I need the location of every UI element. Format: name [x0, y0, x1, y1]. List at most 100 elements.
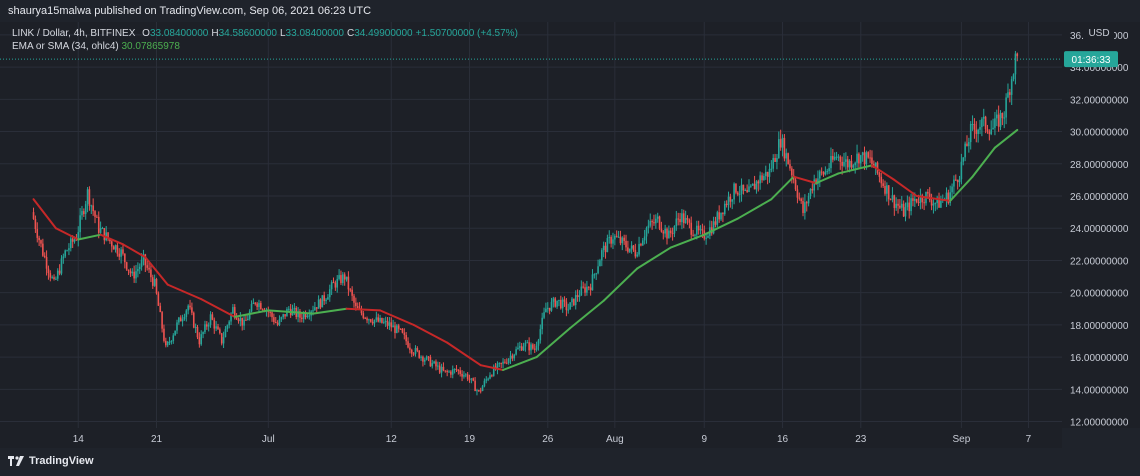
candle-body [330, 282, 333, 290]
candle-body [504, 361, 506, 363]
candle-body [791, 168, 793, 176]
candle-body [474, 380, 476, 392]
candle-body [435, 361, 437, 367]
candle-body [379, 318, 381, 322]
price-tick-label: 34.00000000 [1070, 63, 1129, 74]
candle-body [274, 322, 277, 324]
candle-body [491, 375, 493, 377]
chart-area[interactable] [0, 22, 1062, 428]
candle-body [140, 259, 143, 267]
candle-body [278, 319, 281, 325]
candle-body [342, 274, 344, 284]
ema-segment [99, 233, 124, 246]
candle-body [226, 325, 229, 330]
ema-segment [345, 307, 382, 312]
candle-body [70, 238, 72, 249]
candle-body [461, 373, 463, 377]
candle-body [625, 240, 627, 248]
time-tick-label: 7 [1026, 434, 1032, 445]
candle-body [995, 114, 998, 119]
candle-body [150, 269, 152, 278]
candle-body [405, 334, 407, 342]
candle-body [124, 253, 126, 263]
candle-body [168, 341, 171, 343]
candle-body [951, 186, 953, 193]
candle-body [401, 328, 404, 333]
candle-body [107, 232, 109, 240]
candle-body [917, 202, 920, 204]
candle-body [874, 162, 877, 168]
candle-body [887, 185, 890, 200]
candle-body [658, 216, 661, 229]
candle-body [375, 317, 378, 320]
candle-body [159, 305, 162, 313]
candle-body [179, 317, 182, 322]
candle-body [722, 212, 724, 215]
time-tick-label: Jul [262, 434, 275, 445]
candle-body [815, 179, 817, 185]
ema-segment [77, 233, 102, 241]
candle-body [934, 203, 937, 205]
candle-body [627, 247, 629, 252]
candle-body [690, 222, 693, 235]
candle-body [705, 237, 707, 239]
candle-body [751, 183, 754, 186]
candle-body [811, 188, 814, 191]
ema-segment [870, 164, 896, 181]
candle-body [738, 193, 741, 195]
legend-symbol: LINK / Dollar, 4h, BITFINEX [12, 28, 136, 39]
candle-body [684, 217, 687, 224]
tradingview-brand[interactable]: TradingView [8, 455, 94, 467]
candle-body [463, 375, 465, 377]
price-tick-label: 12.00000000 [1070, 418, 1129, 428]
candle-body [634, 249, 637, 257]
candle-body [651, 221, 653, 223]
candle-body [770, 168, 773, 170]
candle-body [826, 171, 829, 173]
candle-body [172, 335, 175, 342]
candle-body [429, 356, 432, 367]
candle-body [481, 386, 484, 391]
candle-body [582, 286, 584, 288]
candle-body [230, 313, 232, 322]
ema-segment [949, 175, 974, 202]
ema-segment [993, 128, 1019, 149]
price-chart[interactable] [0, 22, 1062, 428]
candle-body [166, 341, 169, 346]
candle-body [723, 203, 726, 215]
candle-body [686, 217, 689, 220]
candle-body [424, 359, 426, 362]
candle-body [766, 171, 769, 177]
candle-body [671, 233, 674, 235]
candle-body [157, 293, 160, 306]
candle-body [345, 276, 348, 280]
candle-body [81, 211, 83, 216]
candle-body [820, 171, 823, 173]
time-axis[interactable]: 14 21 Jul 12 19 26 Aug 9 16 23 Sep 7 [0, 428, 1062, 448]
candle-body [470, 378, 473, 380]
candle-body [891, 195, 894, 200]
price-axis[interactable]: 12.00000000 14.00000000 16.00000000 18.0000… [1062, 22, 1140, 429]
candle-body [196, 326, 199, 338]
legend-ohlc: O33.08400000 H34.58600000 L33.08400000 C34.… [138, 28, 518, 39]
candle-body [297, 311, 299, 318]
ema-segment [144, 256, 169, 286]
candle-body [757, 181, 760, 184]
candle-body [222, 337, 225, 344]
candle-body [541, 317, 543, 330]
candle-body [207, 324, 210, 327]
candle-body [304, 313, 307, 318]
candle-body [522, 346, 525, 351]
candle-body [1005, 97, 1007, 118]
candle-body [897, 203, 899, 206]
candle-body [198, 337, 201, 345]
candle-body [58, 270, 61, 274]
candle-body [151, 277, 154, 286]
candle-body [599, 260, 601, 267]
legend-indicator-value: 30.07865978 [121, 41, 180, 52]
candle-body [517, 347, 519, 350]
candle-body [319, 299, 322, 308]
candle-body [453, 368, 456, 370]
candle-body [921, 195, 924, 203]
candle-body [478, 390, 480, 392]
